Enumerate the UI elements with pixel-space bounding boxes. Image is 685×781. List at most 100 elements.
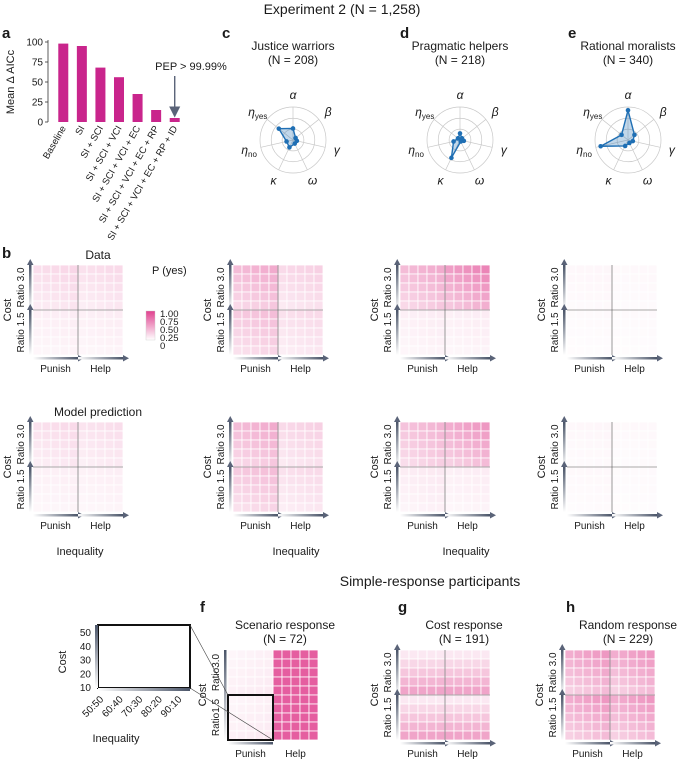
heatmap-c_model-r15-help-cell-0-4	[313, 466, 324, 477]
heatmap-d_data-r30-punish-cell-3-3	[426, 291, 437, 302]
heatmap-f-help-cell-1-4-3	[299, 730, 310, 741]
heatmap-b_data-arrowhead-help	[123, 355, 129, 362]
heatmap-d_data-r15-punish-cell-1-0	[399, 318, 410, 329]
heatmap-b_model-r30-help-cell-0-0	[77, 421, 88, 432]
heatmap-d_data-r15-help-cell-4-4	[480, 345, 491, 356]
heatmap-c_data-r30-help-cell-0-0	[277, 264, 288, 275]
radar-axis-label-3: ω	[308, 174, 317, 188]
heatmap-d_data-r15-help-cell-0-1	[453, 309, 464, 320]
heatmap-b_model-r30-help-cell-0-2	[95, 421, 106, 432]
heatmap-b_model-r30-help-cell-3-3	[104, 448, 115, 459]
heatmap-b_data-r15-help-cell-0-3	[104, 309, 115, 320]
heatmap-c_model-r15-help-cell-0-0	[277, 466, 288, 477]
heatmap-h-r15-help-cell-1-4	[645, 703, 656, 714]
heatmap-h-r30-punish-cell-4-2	[582, 685, 593, 696]
heatmap-d_data-r15-help-cell-2-0	[444, 327, 455, 338]
heatmap-b_data-arrow-r15	[29, 310, 32, 355]
radar-spoke-1	[459, 119, 487, 141]
radar-axis-main-4: κ	[605, 174, 612, 188]
heatmap-c_model-arrowhead-r30	[227, 416, 234, 422]
heatmap-g-arrow-help	[445, 742, 490, 745]
heatmap-e_model-r30-punish-cell-4-2	[584, 457, 595, 468]
heatmap-d_data-r30-punish-cell-0-1	[408, 264, 419, 275]
heatmap-e_model-r15-help-cell-4-4	[647, 502, 658, 513]
heatmap-e_model-r15-punish-cell-3-0	[566, 493, 577, 504]
heatmap-d_data-r15-punish-cell-4-0	[399, 345, 410, 356]
heatmap-e_data-cost-label: Cost	[536, 299, 548, 322]
heatmap-e_model-r30-help-cell-1-0	[611, 430, 622, 441]
heatmap-e_model-r30-punish-cell-2-3	[593, 439, 604, 450]
heatmap-b_model-r15-help-cell-4-3	[104, 502, 115, 513]
heatmap-b_model-r15-punish-cell-4-0	[32, 502, 43, 513]
heatmap-b_model-r30-punish-cell-1-1	[41, 430, 52, 441]
heatmap-c_model-r15-help-cell-3-1	[286, 493, 297, 504]
heatmap-f-arrow-v	[224, 650, 227, 740]
heatmap-c_data-r15-punish-cell-4-0	[232, 345, 243, 356]
heatmap-e_data-r15-help-cell-4-3	[638, 345, 649, 356]
heatmap-c_data-r30-punish-cell-3-0	[232, 291, 243, 302]
heatmap-d_model-r15-help-cell-0-4	[480, 466, 491, 477]
heatmap-f-punish-cell-1-2-2	[245, 712, 256, 723]
heatmap-d_data-r15-punish-cell-1-2	[417, 318, 428, 329]
heatmap-d_model-r15-punish-cell-1-2	[417, 475, 428, 486]
heatmap-e_model-r30-punish-cell-2-4	[602, 439, 613, 450]
heatmap-d_model-r30-help-cell-2-1	[453, 439, 464, 450]
heatmap-f-help-cell-0-1-4	[308, 658, 319, 669]
heatmap-b_model-r30-help-cell-2-4	[113, 439, 124, 450]
heatmap-e_data-r30-help-cell-1-2	[629, 273, 640, 284]
heatmap-c_data-r15-punish-cell-1-0	[232, 318, 243, 329]
heatmap-e_model-r15-punish-cell-1-4	[602, 475, 613, 486]
heatmap-b_data-r15-help-cell-4-2	[95, 345, 106, 356]
aicc-bar-5	[151, 110, 162, 122]
heatmap-c_model-r15-punish-cell-2-1	[241, 484, 252, 495]
heatmap-f-help-cell-1-0-4	[308, 694, 319, 705]
heatmap-d_data-r15-help-cell-4-1	[453, 345, 464, 356]
colorbar-gradient	[145, 310, 156, 341]
heatmap-b_data-r30-punish-cell-3-3	[59, 291, 70, 302]
heatmap-g-r15-help-cell-1-2	[462, 703, 473, 714]
heatmap-b_data-r30-help-cell-2-3	[104, 282, 115, 293]
heatmap-e_model-r15-help-cell-1-1	[620, 475, 631, 486]
heatmap-h-r15-help-cell-1-1	[618, 703, 629, 714]
heatmap-e_data-arrowhead-r30	[561, 259, 568, 265]
heatmap-h-r30-punish-cell-3-0	[564, 676, 575, 687]
heatmap-h-r30-help-cell-2-2	[627, 667, 638, 678]
heatmap-c_data-r30-help-cell-1-1	[286, 273, 297, 284]
heatmap-d_model-r15-punish-cell-3-3	[426, 493, 437, 504]
heatmap-f-help-cell-0-2-4	[308, 667, 319, 678]
radar-axis-label-6: ηyes	[583, 105, 602, 121]
heatmap-c_data-r30-help-cell-2-2	[295, 282, 306, 293]
heatmap-g-r15-help-cell-4-4	[480, 730, 491, 741]
heatmap-d_model-r30-help-cell-2-0	[444, 439, 455, 450]
heatmap-e_data-r15-punish-cell-1-4	[602, 318, 613, 329]
heatmap-c_data-r15-help-cell-3-4	[313, 336, 324, 347]
heatmap-g-r30-punish-cell-1-4	[435, 658, 446, 669]
heatmap-c_model-r15-punish-cell-4-2	[250, 502, 261, 513]
heatmap-g-ratio15-label: Ratio 1.5	[383, 697, 394, 737]
heatmap-h-r15-help-cell-0-1	[618, 694, 629, 705]
heatmap-c_model-r15-help-cell-0-3	[304, 466, 315, 477]
heatmap-b_data-r30-punish-cell-3-2	[50, 291, 61, 302]
heatmap-d_data-r15-punish-cell-2-1	[408, 327, 419, 338]
heatmap-d_model-r30-help-cell-4-0	[444, 457, 455, 468]
heatmap-g-r30-punish-cell-1-2	[417, 658, 428, 669]
heatmap-b_data-r30-help-cell-4-0	[77, 300, 88, 311]
heatmap-h-r15-help-cell-4-1	[618, 730, 629, 741]
heatmap-e_data-arrow-help	[612, 357, 657, 360]
inequality-label-d: Inequality	[442, 546, 490, 558]
heatmap-e_model-r15-help-cell-2-2	[629, 484, 640, 495]
heatmap-f-help-cell-1-1-3	[299, 703, 310, 714]
heatmap-b_model-r30-punish-cell-0-4	[68, 421, 79, 432]
heatmap-e_data-r30-help-cell-3-1	[620, 291, 631, 302]
radar-axis-main-4: κ	[437, 174, 444, 188]
heatmap-c_data-r30-help-cell-0-1	[286, 264, 297, 275]
heatmap-c_model-r30-help-cell-1-0	[277, 430, 288, 441]
heatmap-f-punish-cell-0-2-3	[254, 667, 265, 678]
colorbar-tick-075: 0.75	[160, 317, 179, 328]
schematic-cost-arrow	[95, 625, 98, 688]
heatmap-c_model-r15-punish-cell-0-1	[241, 466, 252, 477]
heatmap-e_data-r15-help-cell-2-1	[620, 327, 631, 338]
heatmap-b_data-r30-punish-cell-1-1	[41, 273, 52, 284]
heatmap-f-help-cell-0-4-1	[281, 685, 292, 696]
heatmap-b_data-r30-punish-cell-2-1	[41, 282, 52, 293]
